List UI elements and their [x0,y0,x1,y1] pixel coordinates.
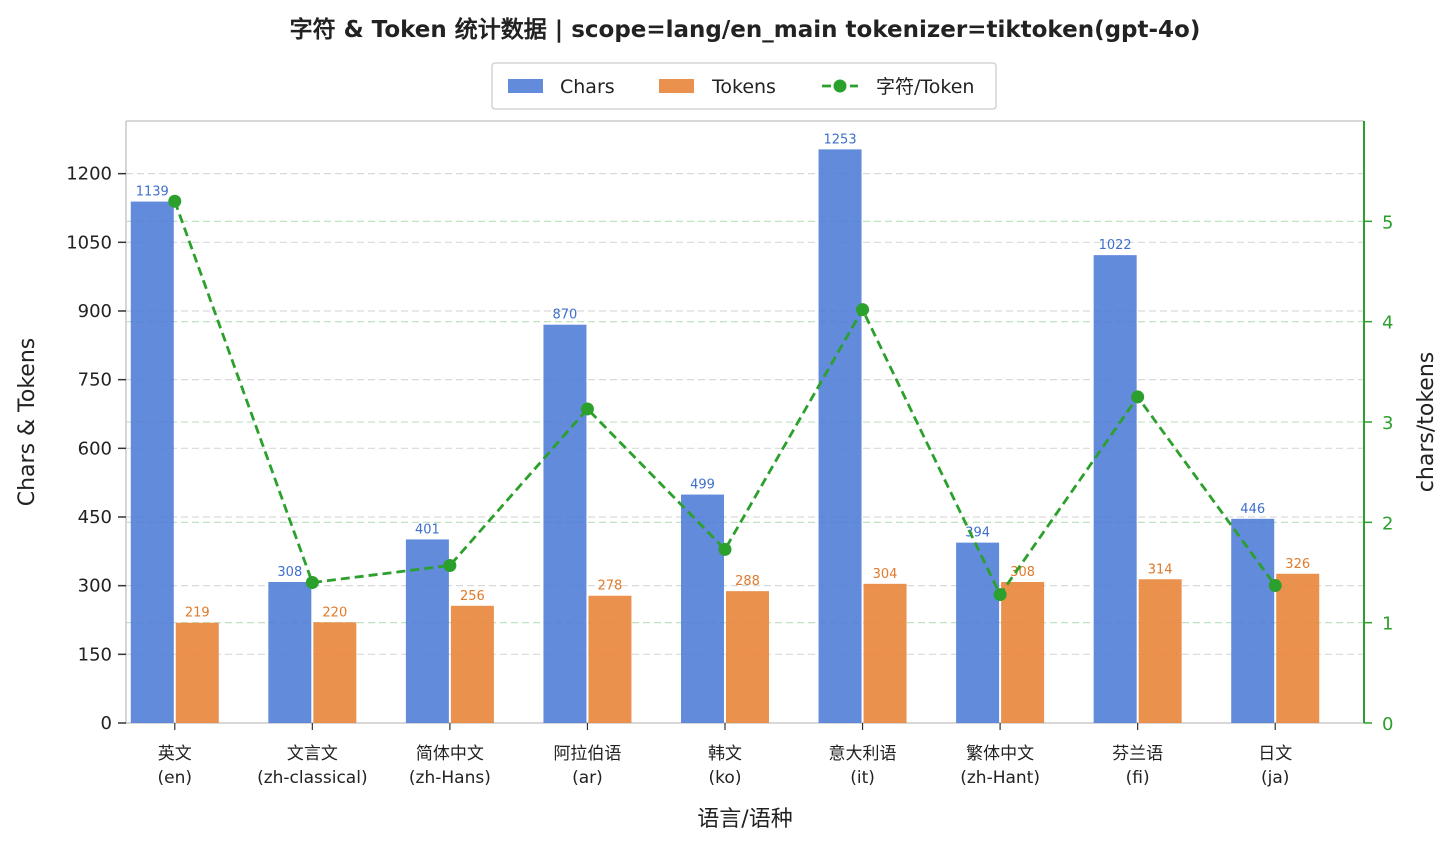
x-tick-sublabel: (zh-Hans) [409,768,491,788]
bar-label-tokens: 326 [1285,557,1310,572]
x-tick-label: 简体中文 [416,744,484,764]
bar-tokens [1138,579,1182,723]
x-axis-label: 语言/语种 [697,807,792,832]
x-tick-label: 繁体中文 [966,744,1034,764]
ratio-point [168,194,182,208]
y-tick-label: 150 [78,644,112,665]
bar-label-chars: 1253 [824,132,857,147]
y-tick-label: 300 [78,576,112,597]
x-tick-sublabel: (ja) [1261,768,1289,788]
x-tick-sublabel: (ar) [572,768,603,788]
y2-tick-label: 5 [1382,212,1393,233]
ratio-point [856,303,870,317]
y2-tick-label: 3 [1382,413,1393,434]
ratio-point [1268,579,1282,593]
bar-label-tokens: 314 [1148,562,1173,577]
bar-chars [1231,518,1275,723]
bar-chars [681,494,724,723]
bar-label-chars: 499 [690,478,715,493]
bar-tokens [863,583,907,723]
legend-swatch-tokens [659,79,694,93]
bar-tokens [1001,581,1045,723]
bar-tokens [450,605,494,723]
x-tick-sublabel: (ko) [709,768,742,788]
line-layer [168,194,1282,602]
bar-label-tokens: 278 [598,579,623,594]
y-tick-label: 900 [78,301,112,322]
bar-label-tokens: 220 [322,605,347,620]
ratio-point [443,558,457,572]
ratio-point [718,542,732,556]
ratio-point [305,576,319,590]
x-tick-label: 日文 [1258,744,1292,764]
legend-label-chars: Chars [560,76,615,98]
ticks-layer: 0 150 300 450 600 750 900 1050 1200 0 1 2 3 4 5 英文 (en) 文… [66,164,1393,788]
legend-label-ratio: 字符/Token [876,76,974,98]
bar-chars [818,149,862,723]
y2-tick-label: 0 [1382,714,1393,735]
chart-title: 字符 & Token 统计数据 | scope=lang/en_main tok… [290,16,1201,43]
bar-label-tokens: 288 [735,574,760,589]
x-tick-label: 意大利语 [829,744,897,764]
y2-axis-label: chars/tokens [1414,352,1439,492]
x-tick-label: 英文 [158,744,192,764]
bar-chars [1093,255,1137,723]
y-tick-label: 600 [78,438,112,459]
bar-label-chars: 401 [415,522,440,537]
bar-chars [130,201,174,723]
x-tick-label: 韩文 [708,744,742,764]
legend-box [491,62,997,110]
y2-tick-label: 4 [1382,313,1393,334]
ratio-point [993,588,1007,602]
legend-swatch-chars [508,79,543,93]
bar-label-chars: 870 [553,308,578,323]
bar-tokens [313,622,357,723]
y-axis-label: Chars & Tokens [15,338,40,507]
bar-label-chars: 1139 [136,185,169,200]
x-tick-label: 文言文 [287,744,338,764]
ratio-point [1131,390,1145,404]
bar-chars [543,324,587,723]
bar-label-tokens: 308 [1010,565,1035,580]
bar-chars [956,542,1000,723]
bar-label-tokens: 219 [185,606,210,621]
y2-tick-label: 1 [1382,614,1393,635]
y-tick-label: 0 [101,713,112,734]
bar-tokens [726,591,769,723]
x-tick-sublabel: (zh-Hant) [960,768,1040,788]
y-tick-label: 1050 [66,232,112,253]
bar-tokens [588,595,632,723]
bar-tokens [1276,573,1320,723]
x-tick-label: 芬兰语 [1112,744,1163,764]
bar-label-chars: 1022 [1099,238,1132,253]
bar-label-chars: 308 [277,565,302,580]
y-tick-label: 450 [78,507,112,528]
legend: Chars Tokens 字符/Token [491,62,997,110]
bar-chars [268,581,312,723]
bars-layer: 1139219308220401256870278499288125330439… [130,132,1320,723]
x-tick-sublabel: (it) [850,768,875,788]
ratio-point [580,402,594,416]
x-tick-sublabel: (zh-classical) [257,768,368,788]
x-tick-sublabel: (en) [158,768,193,788]
bar-label-tokens: 304 [873,567,898,582]
y-tick-label: 750 [78,370,112,391]
bar-label-chars: 446 [1240,502,1265,517]
ratio-line [173,200,1277,598]
x-tick-sublabel: (fi) [1126,768,1150,788]
x-tick-label: 阿拉伯语 [553,744,621,764]
y2-tick-label: 2 [1382,513,1393,534]
y-tick-label: 1200 [66,164,112,185]
bar-tokens [175,622,219,723]
legend-label-tokens: Tokens [711,76,776,98]
bar-label-tokens: 256 [460,589,485,604]
legend-marker-ratio [833,79,847,93]
